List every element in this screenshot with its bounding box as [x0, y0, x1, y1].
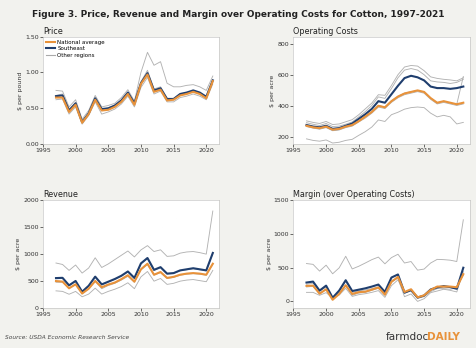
Text: Price: Price	[43, 27, 62, 36]
Y-axis label: $ per acre: $ per acre	[16, 238, 21, 270]
Legend: National average, Southeast, Other regions: National average, Southeast, Other regio…	[46, 39, 105, 58]
Text: Margin (over Operating Costs): Margin (over Operating Costs)	[293, 190, 414, 199]
Text: Revenue: Revenue	[43, 190, 78, 199]
Text: DAILY: DAILY	[426, 332, 459, 342]
Y-axis label: $ per acre: $ per acre	[270, 74, 275, 106]
Y-axis label: $ per pound: $ per pound	[18, 71, 23, 110]
Text: Figure 3. Price, Revenue and Margin over Operating Costs for Cotton, 1997-2021: Figure 3. Price, Revenue and Margin over…	[32, 10, 444, 19]
Text: farmdoc: farmdoc	[385, 332, 428, 342]
Y-axis label: $ per acre: $ per acre	[266, 238, 271, 270]
Text: Operating Costs: Operating Costs	[293, 27, 357, 36]
Text: Source: USDA Economic Research Service: Source: USDA Economic Research Service	[5, 335, 129, 340]
